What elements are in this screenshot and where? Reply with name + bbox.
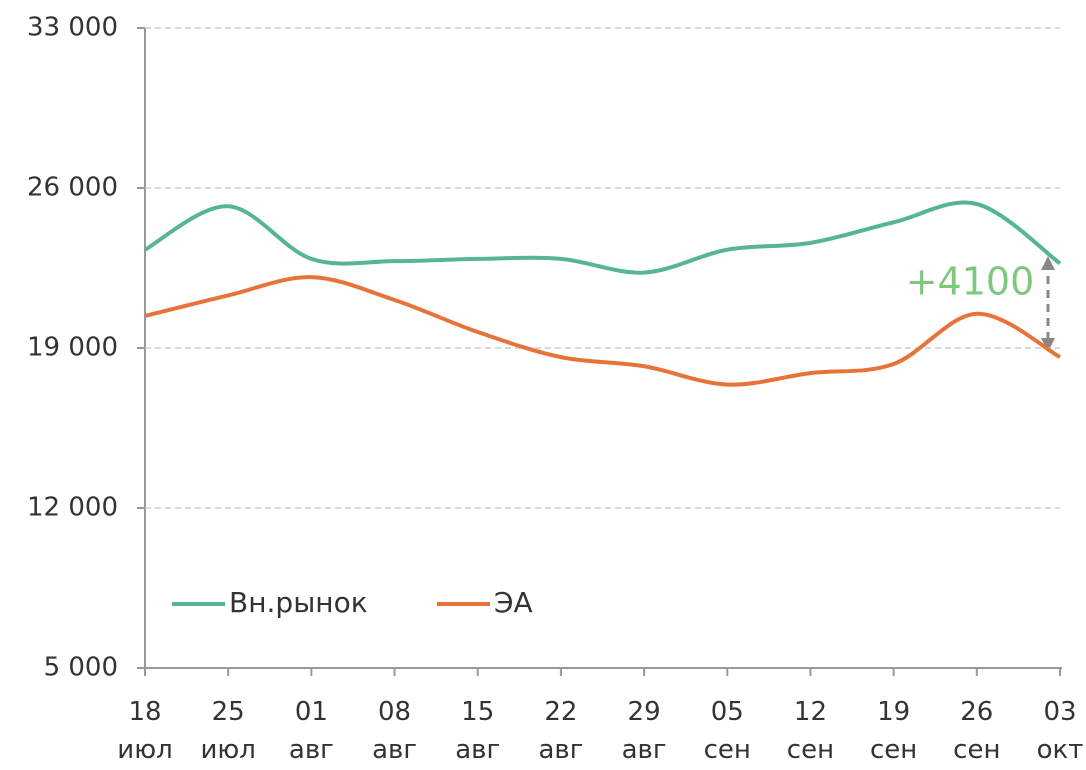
- y-tick-label: 26 000: [27, 173, 118, 203]
- legend-label: Вн.рынок: [229, 586, 368, 619]
- x-tick-label: 01 авг: [288, 697, 334, 765]
- y-tick-label: 5 000: [44, 653, 118, 683]
- x-tick-label: 05 сен: [703, 697, 751, 765]
- y-tick-label: 33 000: [27, 13, 118, 43]
- y-tick-label: 19 000: [27, 333, 118, 363]
- x-tick-label: 08 авг: [372, 697, 417, 765]
- arrow-head: [1041, 338, 1055, 352]
- x-tick-label: 19 сен: [869, 697, 918, 765]
- x-tick-label: 25 июл: [200, 697, 256, 765]
- x-tick-label: 29 авг: [621, 697, 667, 765]
- series-line: [144, 275, 1061, 387]
- legend-label: ЭА: [494, 586, 533, 619]
- annotation: +4100: [906, 260, 1035, 304]
- x-tick-label: 22 авг: [538, 697, 584, 765]
- arrow-head: [1041, 256, 1055, 270]
- x-tick-label: 15 авг: [455, 697, 501, 765]
- x-tick-label: 12 сен: [786, 697, 835, 765]
- y-tick-label: 12 000: [27, 493, 118, 523]
- x-tick-label: 26 сен: [953, 697, 1001, 765]
- x-tick-label: 03 окт: [1036, 697, 1084, 765]
- x-tick-label: 18 июл: [117, 697, 173, 765]
- series-line: [144, 200, 1062, 275]
